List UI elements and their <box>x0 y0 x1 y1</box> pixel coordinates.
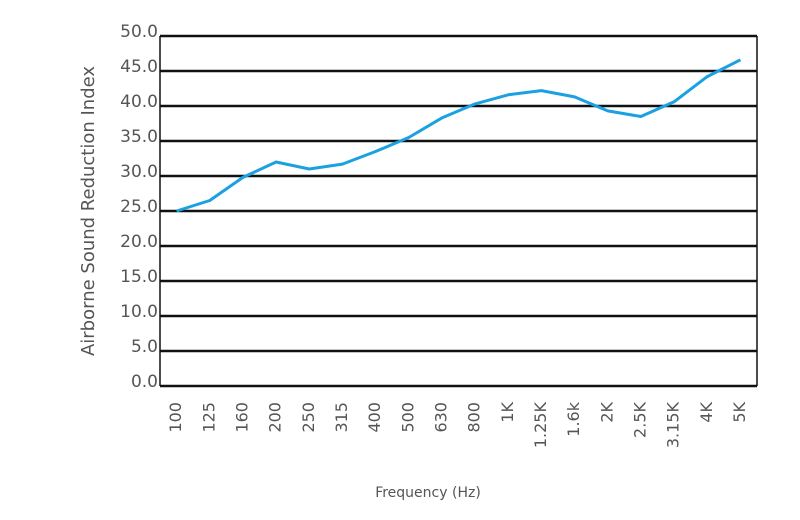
y-tick-label: 10.0 <box>120 302 158 322</box>
y-tick-label: 15.0 <box>120 267 158 287</box>
x-tick-label: 4K <box>697 401 716 422</box>
x-axis-label: Frequency (Hz) <box>375 485 481 501</box>
x-tick-label: 630 <box>431 402 450 433</box>
y-tick-label: 50.0 <box>120 22 158 42</box>
data-line <box>176 58 742 213</box>
y-tick-label: 30.0 <box>120 162 158 182</box>
x-tick-label: 315 <box>332 402 351 433</box>
x-tick-label: 1K <box>498 401 517 422</box>
x-tick-label: 500 <box>398 402 417 433</box>
y-tick-label: 40.0 <box>120 92 158 112</box>
x-tick-label: 125 <box>199 402 218 433</box>
x-tick-label: 400 <box>365 402 384 433</box>
x-tick-label: 1.25K <box>531 402 550 449</box>
y-tick-label: 0.0 <box>131 372 158 392</box>
x-tick-label: 100 <box>166 402 185 433</box>
y-tick-label: 5.0 <box>131 337 158 357</box>
x-tick-label: 1.6k <box>564 401 583 436</box>
x-tick-label: 160 <box>232 402 251 433</box>
y-tick-label: 35.0 <box>120 127 158 147</box>
x-tick-label: 5K <box>730 401 749 422</box>
y-axis-label: Airborne Sound Reduction Index <box>78 66 99 356</box>
x-tick-label: 800 <box>465 402 484 433</box>
y-tick-label: 25.0 <box>120 197 158 217</box>
y-tick-label: 45.0 <box>120 57 158 77</box>
x-tick-label: 3.15K <box>664 402 683 449</box>
y-tick-label: 20.0 <box>120 232 158 252</box>
x-tick-label: 250 <box>299 402 318 433</box>
x-tick-label: 200 <box>266 402 285 433</box>
x-tick-label: 2.5K <box>630 401 649 437</box>
x-tick-label: 2K <box>597 401 616 422</box>
